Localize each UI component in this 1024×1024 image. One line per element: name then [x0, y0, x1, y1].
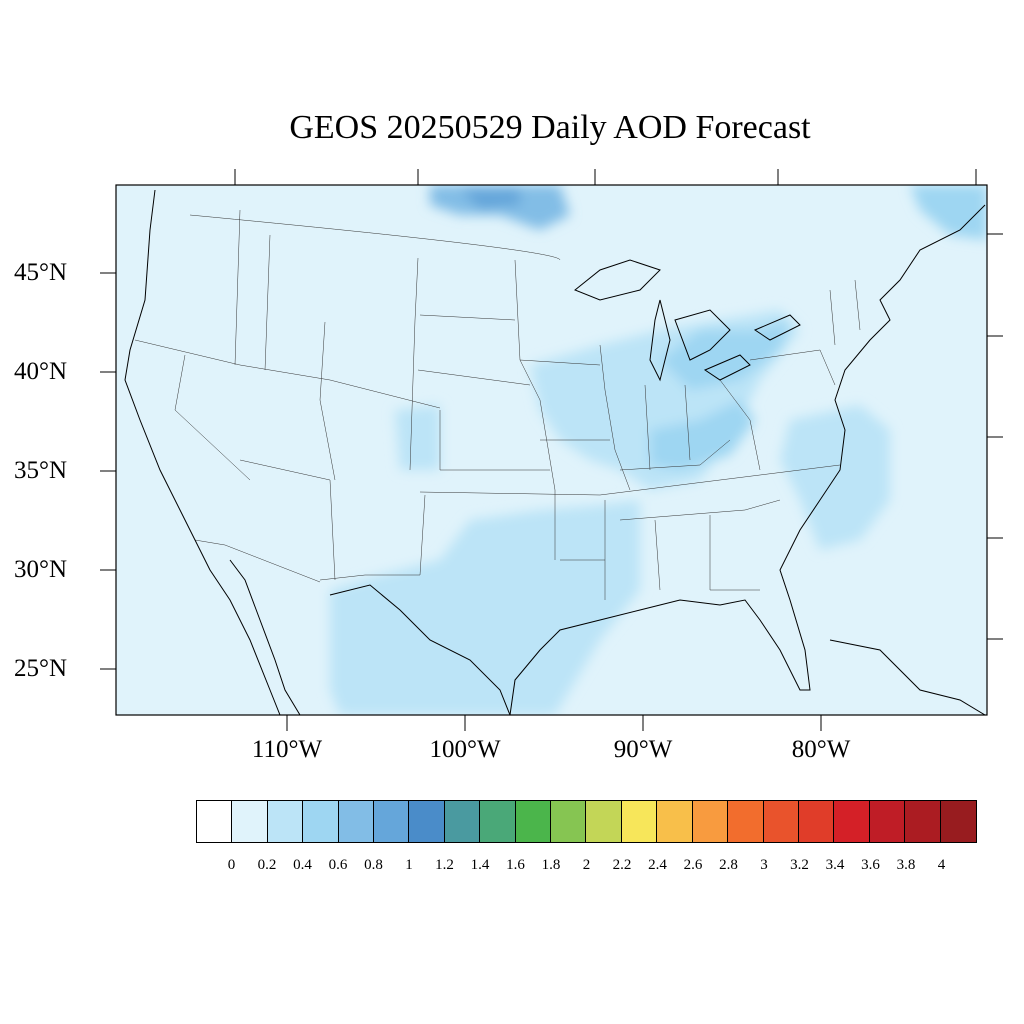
colorbar-tick-label: 1.2 [435, 857, 454, 873]
lat-label-25n: 25°N [14, 655, 68, 682]
colorbar-tick-label: 2.8 [719, 857, 738, 873]
colorbar-tick-label: 0.2 [257, 857, 277, 873]
tick-marks [100, 169, 1003, 731]
colorbar-tick-label: 0 [227, 857, 236, 873]
lat-label-40n: 40°N [14, 358, 68, 385]
colorbar-bin [515, 801, 552, 842]
colorbar-bin [197, 801, 233, 842]
colorbar-tick-label: 2 [582, 857, 591, 873]
colorbar-bin [409, 801, 445, 842]
aod-region-ohio-core [650, 400, 755, 470]
colorbar-tick-label: 1 [405, 857, 413, 873]
aod-region-colorado [395, 405, 440, 470]
colorbar-bin [728, 801, 764, 842]
colorbar-tick-label: 4 [937, 857, 946, 873]
aod-region-quebec [910, 185, 987, 240]
state-borders [134, 209, 861, 600]
colorbar-tick-label: 0.4 [293, 857, 312, 873]
lon-label-90w: 90°W [613, 736, 673, 763]
lat-label-30n: 30°N [14, 556, 68, 583]
colorbar-tick-label: 3.4 [825, 857, 845, 873]
colorbar-bin [657, 801, 693, 842]
colorbar-bin [480, 801, 516, 842]
colorbar-bin [267, 801, 304, 842]
colorbar-tick-label: 1.4 [470, 857, 490, 873]
colorbar-bin [798, 801, 835, 842]
colorbar-bin [338, 801, 375, 842]
lon-label-80w: 80°W [791, 736, 851, 763]
lon-label-110w: 110°W [251, 736, 323, 763]
colorbar-bin [834, 801, 870, 842]
colorbar-bin [621, 801, 658, 842]
colorbar-bin [232, 801, 268, 842]
colorbar-tick-label: 3.2 [790, 857, 809, 873]
colorbar-tick-label: 2.6 [683, 857, 703, 873]
colorbar-tick-label: 2.2 [612, 857, 632, 873]
colorbar-bin [374, 801, 410, 842]
colorbar-tick-label: 1.8 [541, 857, 561, 873]
aod-colorbar [196, 800, 977, 843]
colorbar-tick-label: 2.4 [648, 857, 667, 873]
aod-region-lower-michigan [660, 320, 790, 390]
colorbar-bin [586, 801, 622, 842]
aod-region-ontario-core [460, 188, 520, 210]
colorbar-bin [763, 801, 799, 842]
colorbar-bin [692, 801, 729, 842]
colorbar-tick-label: 3.8 [896, 857, 916, 873]
map-title: GEOS 20250529 Daily AOD Forecast [289, 109, 811, 146]
lat-label-45n: 45°N [14, 259, 68, 286]
lat-label-35n: 35°N [14, 457, 68, 484]
aod-region-gulf [330, 500, 640, 715]
colorbar-bin [303, 801, 339, 842]
lon-label-100w: 100°W [429, 736, 501, 763]
map-border [115, 184, 988, 716]
colorbar-bin [940, 801, 976, 842]
colorbar-tick-label: 1.6 [506, 857, 525, 873]
colorbar-bin [869, 801, 906, 842]
colorbar-bin [551, 801, 587, 842]
colorbar-bin [444, 801, 481, 842]
colorbar-tick-label: 0.8 [364, 857, 383, 873]
colorbar-bin [905, 801, 941, 842]
coastlines [124, 189, 986, 715]
colorbar-tick-label: 3 [760, 857, 768, 873]
colorbar-tick-label: 3.6 [861, 857, 880, 873]
colorbar-tick-label: 0.6 [328, 857, 348, 873]
